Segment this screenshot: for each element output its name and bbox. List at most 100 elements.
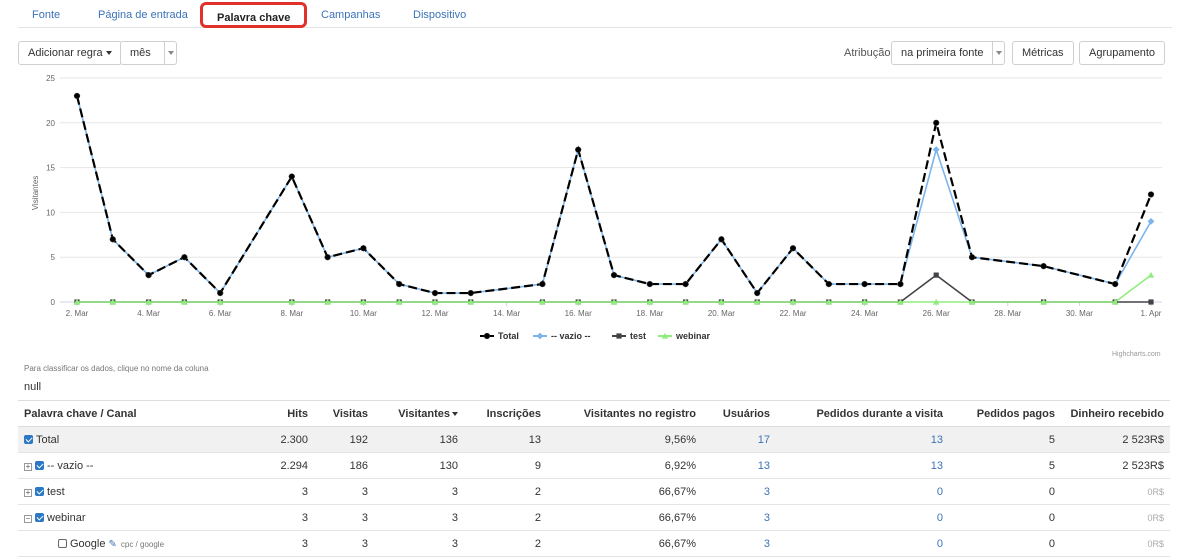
cell-hits: 3 — [226, 530, 314, 557]
cell-reg-visitors: 9,56% — [547, 426, 702, 453]
cell-signups: 2 — [464, 478, 547, 505]
data-point — [897, 280, 904, 288]
data-point — [861, 298, 868, 305]
tab-pagina-de-entrada[interactable]: Página de entrada — [98, 9, 188, 21]
row-checkbox[interactable] — [35, 486, 44, 496]
cell-reg-visitors: 6,92% — [547, 452, 702, 479]
add-rule-label: Adicionar regra — [28, 47, 103, 59]
cell-users-link[interactable]: 3 — [702, 478, 776, 505]
data-point — [1112, 298, 1119, 305]
row-label: Total — [18, 426, 226, 453]
row-channel: cpc / google — [120, 539, 165, 549]
visitors-line-chart: 0 5 10 15 20 25 2. Mar 4. Mar 6. Mar 8. Mar 10. M… — [31, 74, 1162, 341]
y-axis-title: Visitantes — [31, 176, 40, 211]
table-row: − webinar 3 3 3 2 66,67% 3 0 0 0R$ — [18, 504, 1170, 531]
cell-orders-visit-link[interactable]: 13 — [776, 452, 949, 479]
cell-visits: 186 — [314, 452, 374, 479]
legend-item[interactable]: -- vazio -- — [533, 331, 591, 341]
data-point — [616, 333, 622, 339]
data-point — [431, 298, 439, 305]
col-header-paid-orders[interactable]: Pedidos pagos — [949, 400, 1061, 427]
data-point — [539, 280, 546, 288]
data-point — [181, 254, 188, 261]
cell-users-link[interactable]: 13 — [702, 452, 776, 479]
edit-icon[interactable]: ✎ — [108, 538, 117, 550]
period-select[interactable]: mês — [120, 41, 177, 65]
data-point — [483, 332, 491, 340]
data-point — [324, 254, 331, 261]
col-header-keyword[interactable]: Palavra chave / Canal — [18, 400, 226, 427]
x-tick-label: 12. Mar — [421, 309, 448, 318]
legend-item[interactable]: test — [612, 331, 646, 341]
cell-visitors: 3 — [374, 530, 464, 557]
data-point — [933, 119, 940, 126]
data-point — [288, 298, 295, 305]
col-header-hits[interactable]: Hits — [226, 400, 314, 427]
expand-icon[interactable]: + — [24, 461, 32, 471]
col-header-orders-visit[interactable]: Pedidos durante a visita — [776, 400, 949, 427]
row-name: Google — [70, 537, 106, 550]
data-point — [754, 289, 761, 297]
data-point — [109, 298, 116, 305]
expand-icon[interactable]: + — [24, 487, 32, 497]
metrics-button[interactable]: Métricas — [1012, 41, 1074, 65]
tab-dispositivo[interactable]: Dispositivo — [413, 9, 467, 21]
col-header-signups[interactable]: Inscrições — [464, 400, 547, 427]
chart-legend: Total -- vazio -- test webinar — [480, 331, 711, 341]
col-header-money[interactable]: Dinheiro recebido — [1061, 400, 1170, 427]
grouping-button[interactable]: Agrupamento — [1079, 41, 1166, 65]
chevron-down-icon — [992, 42, 1004, 64]
cell-visitors: 3 — [374, 504, 464, 531]
cell-reg-visitors: 66,67% — [547, 478, 702, 505]
attribution-value: na primeira fonte — [901, 47, 984, 59]
attribution-select[interactable]: na primeira fonte — [891, 41, 1005, 65]
cell-users-link[interactable]: 3 — [702, 504, 776, 531]
col-header-visitors[interactable]: Visitantes — [374, 400, 464, 427]
tab-palavra-chave[interactable]: Palavra chave — [200, 2, 308, 28]
col-header-reg-visitors[interactable]: Visitantes no registro — [547, 400, 702, 427]
data-point — [682, 298, 689, 305]
cell-orders-visit-link[interactable]: 13 — [776, 426, 949, 453]
tab-fonte[interactable]: Fonte — [32, 9, 61, 21]
data-point — [575, 146, 582, 153]
cell-signups: 2 — [464, 530, 547, 557]
data-point — [933, 272, 939, 278]
x-tick-label: 10. Mar — [350, 309, 377, 318]
cell-reg-visitors: 66,67% — [547, 504, 702, 531]
x-tick-label: 1. Apr — [1141, 309, 1162, 318]
data-point — [932, 146, 940, 154]
tab-campanhas[interactable]: Campanhas — [321, 9, 381, 21]
chevron-down-icon — [105, 51, 112, 56]
legend-item[interactable]: Total — [480, 331, 519, 341]
chart-credits[interactable]: Highcharts.com — [1112, 351, 1161, 358]
cell-orders-visit-link[interactable]: 0 — [776, 478, 949, 505]
row-checkbox[interactable] — [35, 460, 44, 470]
report-tabs: Fonte Página de entrada Palavra chave Ca… — [18, 0, 1172, 28]
legend-item[interactable]: webinar — [658, 331, 711, 341]
x-tick-label: 30. Mar — [1066, 309, 1093, 318]
cell-visits: 3 — [314, 504, 374, 531]
row-checkbox[interactable] — [24, 434, 33, 444]
cell-money: 0R$ — [1061, 478, 1170, 505]
cell-visitors: 130 — [374, 452, 464, 479]
x-tick-label: 2. Mar — [66, 309, 89, 318]
x-tick-label: 20. Mar — [708, 309, 735, 318]
row-label: − webinar — [18, 504, 226, 531]
data-point — [754, 298, 761, 305]
row-name: -- vazio -- — [47, 459, 94, 472]
data-point — [217, 289, 224, 297]
row-checkbox[interactable] — [35, 512, 44, 522]
x-tick-label: 8. Mar — [280, 309, 303, 318]
col-header-users[interactable]: Usuários — [702, 400, 776, 427]
series-line — [76, 95, 1152, 295]
row-checkbox[interactable] — [58, 538, 67, 548]
cell-orders-visit-link[interactable]: 0 — [776, 530, 949, 557]
data-point — [718, 298, 725, 305]
collapse-icon[interactable]: − — [24, 513, 32, 523]
add-rule-button[interactable]: Adicionar regra — [18, 41, 122, 65]
cell-orders-visit-link[interactable]: 0 — [776, 504, 949, 531]
cell-users-link[interactable]: 3 — [702, 530, 776, 557]
col-header-visits[interactable]: Visitas — [314, 400, 374, 427]
cell-users-link[interactable]: 17 — [702, 426, 776, 453]
data-point — [789, 298, 797, 305]
